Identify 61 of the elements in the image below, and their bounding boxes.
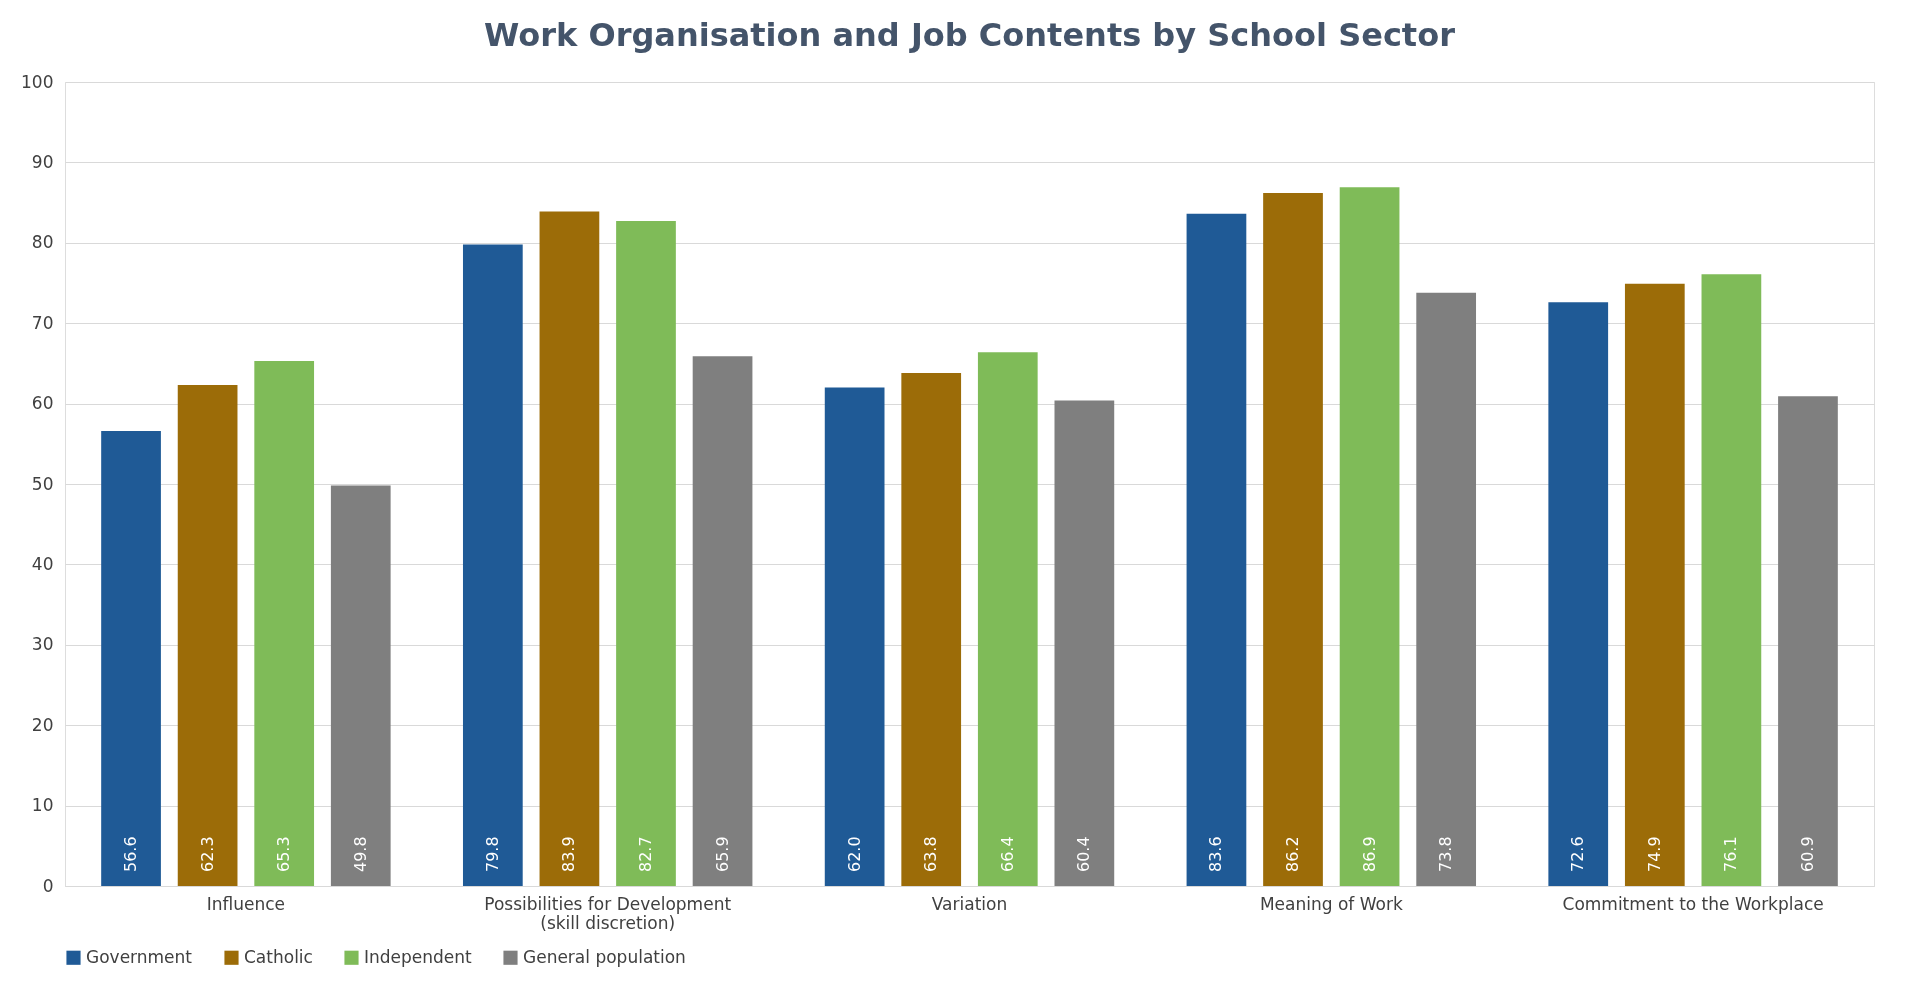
- bar: [254, 360, 315, 886]
- legend-label: Independent: [364, 946, 473, 967]
- y-tick-label: 60: [31, 393, 54, 414]
- y-tick-label: 40: [31, 553, 54, 574]
- y-tick-label: 80: [31, 232, 54, 253]
- data-label: 62.0: [844, 836, 864, 872]
- bar: [330, 485, 391, 886]
- data-label: 76.1: [1721, 836, 1741, 872]
- y-tick-label: 20: [31, 714, 54, 735]
- data-label: 86.2: [1283, 836, 1303, 872]
- bar: [1416, 292, 1477, 886]
- bar: [1339, 187, 1400, 886]
- y-tick-label: 90: [31, 151, 54, 172]
- y-tick-label: 10: [31, 795, 54, 816]
- x-tick-label: Influence: [206, 893, 286, 914]
- x-tick-label: Commitment to the Workplace: [1562, 893, 1824, 914]
- data-label: 60.9: [1797, 836, 1817, 872]
- x-tick-label: Possibilities for Development (skill discretion): [484, 893, 732, 933]
- bar: [1548, 302, 1609, 886]
- y-tick-label: 100: [21, 71, 54, 92]
- bar: [101, 430, 161, 886]
- y-tick-label: 70: [31, 312, 54, 333]
- bar: [1778, 396, 1838, 886]
- bar: [1263, 192, 1323, 886]
- bar: [539, 211, 600, 886]
- y-tick-label: 50: [31, 473, 54, 494]
- bar: [901, 373, 962, 886]
- data-label: 60.4: [1074, 836, 1094, 872]
- data-label: 49.8: [350, 836, 370, 872]
- data-label: 83.6: [1206, 836, 1226, 872]
- bar: [462, 244, 523, 886]
- bar: [616, 221, 676, 886]
- bar: [1624, 283, 1685, 886]
- data-label: 63.8: [921, 836, 941, 872]
- bar: [692, 356, 753, 886]
- x-tick-label: Meaning of Work: [1259, 893, 1403, 914]
- bar: [977, 352, 1038, 886]
- chart-title: Work Organisation and Job Contents by School Sector: [484, 16, 1456, 54]
- legend-label: Government: [86, 946, 193, 967]
- legend-label: Catholic: [244, 946, 313, 967]
- data-label: 82.7: [635, 836, 655, 872]
- data-label: 73.8: [1436, 836, 1456, 872]
- data-label: 79.8: [482, 836, 502, 872]
- data-label: 83.9: [559, 836, 579, 872]
- data-label: 72.6: [1568, 836, 1588, 872]
- legend-label: General population: [523, 946, 686, 967]
- data-label: 86.9: [1359, 836, 1379, 872]
- y-tick-label: 0: [42, 875, 54, 896]
- data-label: 74.9: [1644, 836, 1664, 872]
- x-tick-label: Variation: [931, 893, 1008, 914]
- data-label: 65.3: [274, 836, 294, 872]
- data-label: 65.9: [712, 836, 732, 872]
- bar: [1054, 400, 1115, 886]
- y-tick-label: 30: [31, 634, 54, 655]
- bar: [1186, 213, 1247, 886]
- bar: [1701, 274, 1762, 886]
- data-label: 56.6: [121, 836, 141, 872]
- data-label: 62.3: [197, 836, 217, 872]
- bar: [177, 385, 238, 886]
- bar: [824, 387, 885, 886]
- data-label: 66.4: [997, 836, 1017, 872]
